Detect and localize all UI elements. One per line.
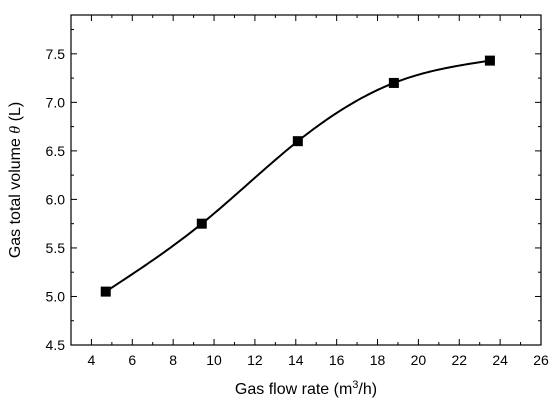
x-axis-label: Gas flow rate (m3/h) (235, 379, 377, 398)
fit-curve (105, 59, 491, 293)
x-axis-ticks: 4 6 8 10 12 14 16 18 20 22 24 26 (88, 15, 549, 368)
y-tick-label: 4.5 (46, 337, 66, 353)
data-points (100, 55, 495, 297)
x-tick-label: 6 (128, 352, 136, 368)
x-tick-label: 22 (451, 352, 467, 368)
x-tick-label: 24 (492, 352, 508, 368)
y-tick-label: 5.0 (46, 288, 66, 304)
x-tick-label: 12 (247, 352, 263, 368)
y-tick-label: 7.5 (46, 46, 66, 62)
x-tick-label: 14 (288, 352, 304, 368)
data-point (292, 136, 303, 147)
x-tick-label: 26 (533, 352, 549, 368)
y-axis-ticks: 4.5 5.0 5.5 6.0 6.5 7.0 7.5 (46, 29, 541, 353)
data-point (484, 55, 495, 66)
y-tick-label: 6.0 (46, 191, 66, 207)
plot-frame (70, 14, 542, 346)
x-tick-label: 10 (206, 352, 222, 368)
x-tick-label: 16 (329, 352, 345, 368)
x-tick-label: 18 (370, 352, 386, 368)
y-tick-label: 7.0 (46, 94, 66, 110)
data-point (196, 218, 207, 229)
data-point (388, 77, 399, 88)
y-axis-label: Gas total volume θ (L) (7, 102, 24, 258)
data-point (100, 286, 111, 297)
y-tick-label: 5.5 (46, 240, 66, 256)
x-tick-label: 8 (169, 352, 177, 368)
x-tick-label: 20 (411, 352, 427, 368)
x-tick-label: 4 (88, 352, 96, 368)
y-tick-label: 6.5 (46, 143, 66, 159)
